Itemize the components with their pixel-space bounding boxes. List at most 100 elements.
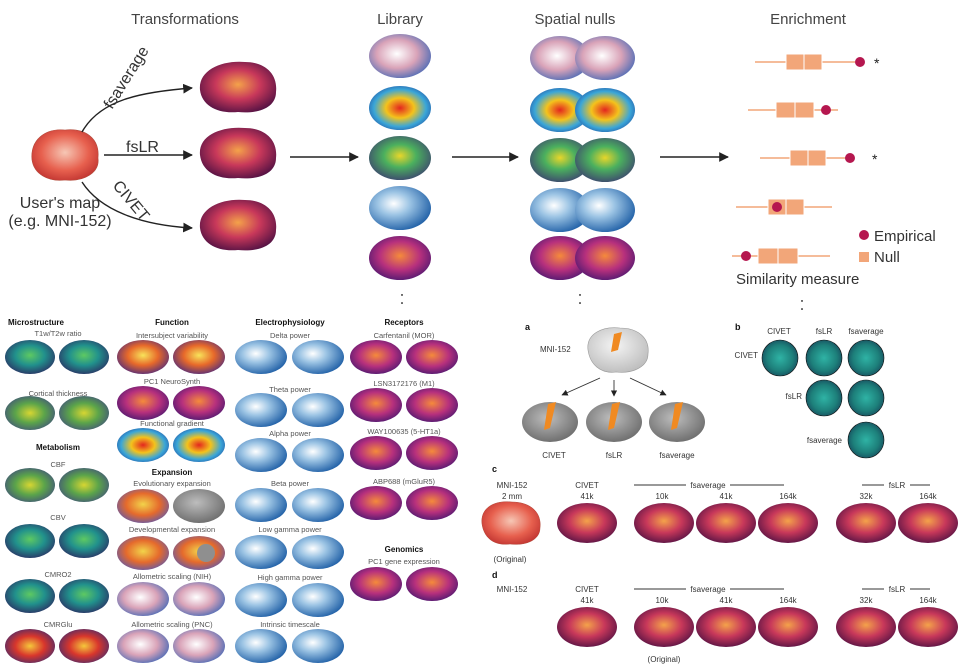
map-cbv — [5, 524, 109, 558]
map-label-allo-pnc: Allometric scaling (PNC) — [131, 620, 213, 629]
panel-c-civet-label: CIVET — [575, 481, 599, 490]
arrow-to-civet — [81, 181, 193, 233]
significance-mark-1: * — [874, 55, 880, 71]
map-label-cmrglu: CMRGlu — [44, 620, 73, 629]
panel-d-fsavg-164k-brain — [758, 607, 818, 647]
panel-c-fslr-164k-brain — [898, 503, 958, 543]
panel-a-fsaverage-brain — [649, 402, 705, 442]
panel-a-letter: a — [525, 322, 531, 332]
section-microstructure: Microstructure — [8, 318, 65, 327]
panel-d-letter: d — [492, 570, 498, 580]
brain-civet — [199, 199, 277, 251]
map-cmro2 — [5, 579, 109, 613]
panel-b-col-fsaverage: fsaverage — [848, 327, 884, 336]
map-abp — [350, 486, 458, 520]
panel-c-fsavg-res-164k: 164k — [779, 492, 797, 501]
panel-a-arrow-civet — [561, 377, 601, 396]
panel-a-fsaverage-label: fsaverage — [659, 451, 695, 460]
map-label-carfentanil: Carfentanil (MOR) — [374, 331, 435, 340]
panel-c-fslr-res-164k: 164k — [919, 492, 937, 501]
nulls-stack — [530, 36, 635, 280]
panel-c-fsavg-label: fsaverage — [690, 481, 726, 490]
map-label-theta: Theta power — [269, 385, 311, 394]
enrichment-row-3 — [760, 149, 855, 167]
section-metabolism: Metabolism — [36, 443, 80, 452]
panel-c-mni-label: MNI-152 — [497, 481, 528, 490]
panel-a-mni-brain — [587, 327, 649, 373]
panel-b-col-civet: CIVET — [767, 327, 791, 336]
enrichment-plot: * * — [732, 53, 880, 265]
panel-c-fsavg-41k-brain — [696, 503, 756, 543]
transform-label-fslr: fsLR — [126, 139, 159, 156]
enrichment-xlabel: Similarity measure — [736, 271, 859, 288]
transform-label-civet: CIVET — [109, 178, 152, 225]
user-map-label-line1: User's map — [20, 195, 101, 212]
panel-c-letter: c — [492, 464, 497, 474]
map-label-cbf: CBF — [51, 460, 66, 469]
panel-a-arrow-fsaverage — [629, 377, 667, 396]
section-receptors: Receptors — [384, 318, 424, 327]
panel-c-civet-brain — [557, 503, 617, 543]
panel-d-fslr-res-164k: 164k — [919, 596, 937, 605]
brain-fsaverage — [199, 61, 277, 113]
legend-null: Null — [874, 249, 900, 266]
map-label-allo-nih: Allometric scaling (NIH) — [133, 572, 212, 581]
map-label-low-gamma: Low gamma power — [258, 525, 322, 534]
user-map-label-line2: (e.g. MNI-152) — [8, 213, 111, 230]
legend-empirical: Empirical — [874, 228, 936, 245]
map-label-t1t2: T1w/T2w ratio — [34, 329, 81, 338]
user-map-brain — [31, 129, 99, 181]
header-transformations: Transformations — [131, 11, 239, 28]
map-dev-expansion — [117, 536, 225, 570]
panel-d-fsavg-res-10k: 10k — [656, 596, 670, 605]
map-beta — [235, 488, 344, 522]
panel-b-letter: b — [735, 322, 741, 332]
panel-c-fslr-32k-brain — [836, 503, 896, 543]
significance-mark-3: * — [872, 151, 878, 167]
panel-c-mni-brain — [481, 501, 541, 545]
map-low-gamma — [235, 535, 344, 569]
enrichment-legend: Empirical Null — [859, 228, 936, 266]
panel-c-fslr-label: fsLR — [889, 481, 906, 490]
panel-b-row-fslr: fsLR — [786, 392, 803, 401]
map-label-pc1-neurosynth: PC1 NeuroSynth — [144, 377, 200, 386]
brain-fslr — [199, 127, 277, 179]
panel-a-fslr-label: fsLR — [606, 451, 623, 460]
panel-d-fsavg-res-41k: 41k — [720, 596, 734, 605]
header-enrichment: Enrichment — [770, 11, 847, 28]
map-label-beta: Beta power — [271, 479, 309, 488]
arrow-to-fsaverage — [81, 83, 193, 133]
map-func-gradient — [117, 428, 225, 462]
panel-d-mni-label: MNI-152 — [497, 585, 528, 594]
map-label-way: WAY100635 (5-HT1a) — [367, 427, 441, 436]
map-allo-pnc — [117, 629, 225, 663]
map-cbf — [5, 468, 109, 502]
map-pc1-neurosynth — [117, 386, 225, 420]
panel-d-original: (Original) — [648, 655, 681, 664]
map-label-cbv: CBV — [50, 513, 65, 522]
panel-a-mni-label: MNI-152 — [540, 345, 571, 354]
panel-a-fslr-brain — [586, 402, 642, 442]
section-electrophysiology: Electrophysiology — [255, 318, 325, 327]
panel-d-fsavg-res-164k: 164k — [779, 596, 797, 605]
section-genomics: Genomics — [385, 545, 424, 554]
enrichment-row-5 — [732, 247, 830, 265]
map-lsn — [350, 388, 458, 422]
map-t1t2 — [5, 340, 109, 374]
panel-d-civet-label: CIVET — [575, 585, 599, 594]
panel-d-civet-brain — [557, 607, 617, 647]
transform-label-fsaverage: fsaverage — [101, 43, 153, 112]
enrichment-row-4 — [736, 198, 832, 216]
map-pc1-gene — [350, 567, 458, 601]
enrichment-row-1 — [755, 53, 865, 71]
map-cmrglu — [5, 629, 109, 663]
map-label-abp: ABP688 (mGluR5) — [373, 477, 436, 486]
header-library: Library — [377, 11, 423, 28]
map-label-pc1-gene: PC1 gene expression — [368, 557, 440, 566]
panel-b-matrix — [761, 339, 885, 459]
map-label-lsn: LSN3172176 (M1) — [373, 379, 435, 388]
map-theta — [235, 393, 344, 427]
panel-c-original: (Original) — [494, 555, 527, 564]
nulls-ellipsis: : — [577, 288, 582, 308]
